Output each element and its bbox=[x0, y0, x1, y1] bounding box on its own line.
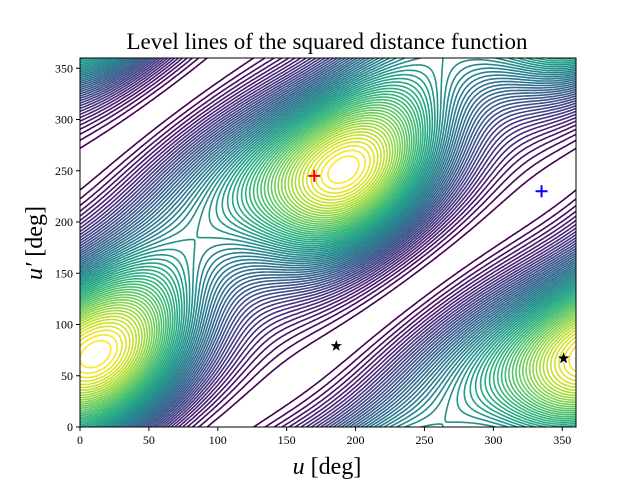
y-axis-label-unit: [deg] bbox=[22, 206, 48, 263]
contour-level-3 bbox=[80, 58, 576, 427]
contour-level-24 bbox=[80, 58, 576, 427]
contour-level-45 bbox=[80, 109, 576, 410]
y-axis: 0 50 100 150 200 250 300 350 bbox=[55, 61, 80, 434]
plot-frame bbox=[79, 57, 577, 428]
contour-level-55 bbox=[80, 137, 576, 386]
y-tick-label: 0 bbox=[67, 420, 73, 434]
x-tick-label: 0 bbox=[77, 433, 83, 447]
x-axis-label-var: u bbox=[293, 454, 305, 480]
plus-marker bbox=[308, 169, 321, 182]
contour-level-42 bbox=[80, 101, 576, 416]
contour-level-52 bbox=[80, 128, 576, 394]
contour-level-1 bbox=[80, 58, 576, 427]
contour-level-58 bbox=[80, 149, 576, 375]
y-tick-label: 300 bbox=[55, 113, 73, 127]
contour-level-49 bbox=[80, 119, 576, 401]
x-tick-label: 300 bbox=[484, 433, 502, 447]
contour-level-48 bbox=[80, 117, 576, 403]
contour-level-25 bbox=[80, 58, 576, 427]
y-tick-label: 150 bbox=[55, 266, 73, 280]
x-tick-label: 250 bbox=[415, 433, 433, 447]
contour-level-10 bbox=[80, 58, 576, 427]
y-axis-label: u′ [deg] bbox=[22, 206, 48, 280]
markers bbox=[308, 169, 570, 364]
contour-level-44 bbox=[80, 106, 576, 412]
contour-level-56 bbox=[80, 141, 576, 382]
x-tick-label: 150 bbox=[278, 433, 296, 447]
x-tick-label: 50 bbox=[143, 433, 155, 447]
contour-level-51 bbox=[80, 125, 576, 397]
star-marker bbox=[557, 352, 570, 364]
x-tick-label: 200 bbox=[347, 433, 365, 447]
contour-level-37 bbox=[80, 87, 576, 425]
x-tick-label: 350 bbox=[553, 433, 571, 447]
contour-level-4 bbox=[80, 58, 576, 427]
star-marker bbox=[330, 340, 342, 351]
contour-level-38 bbox=[80, 90, 576, 424]
contour-level-7 bbox=[80, 58, 576, 427]
contour-level-15 bbox=[80, 58, 576, 427]
y-tick-label: 100 bbox=[55, 318, 73, 332]
chart-title: Level lines of the squared distance func… bbox=[126, 29, 528, 54]
contour-level-50 bbox=[80, 122, 576, 399]
contour-level-53 bbox=[80, 131, 576, 391]
contour-level-16 bbox=[80, 58, 576, 427]
contour-level-9 bbox=[80, 58, 576, 427]
y-axis-label-var: u′ bbox=[22, 262, 48, 280]
y-tick-label: 350 bbox=[55, 61, 73, 75]
x-tick-label: 100 bbox=[209, 433, 227, 447]
contour-level-47 bbox=[80, 114, 576, 406]
contour-level-43 bbox=[80, 104, 576, 414]
x-axis-label: u [deg] bbox=[293, 454, 362, 480]
contour-level-29 bbox=[80, 58, 576, 427]
y-tick-label: 50 bbox=[61, 369, 73, 383]
contour-level-13 bbox=[80, 58, 576, 427]
plus-marker bbox=[535, 185, 548, 198]
x-axis-label-unit: [deg] bbox=[305, 454, 362, 480]
contour-level-34 bbox=[80, 58, 576, 427]
contour-level-36 bbox=[80, 84, 576, 427]
contour-level-54 bbox=[80, 134, 576, 389]
y-tick-label: 200 bbox=[55, 215, 73, 229]
x-axis: 0 50 100 150 200 250 300 350 bbox=[77, 427, 571, 447]
contour-level-17 bbox=[80, 58, 576, 427]
contour-level-57 bbox=[80, 145, 576, 379]
contour-lines bbox=[80, 58, 576, 427]
contour-level-39 bbox=[80, 93, 576, 422]
y-tick-label: 250 bbox=[55, 164, 73, 178]
contour-level-46 bbox=[80, 112, 576, 408]
contour-level-5 bbox=[80, 58, 576, 427]
contour-level-14 bbox=[80, 58, 576, 427]
